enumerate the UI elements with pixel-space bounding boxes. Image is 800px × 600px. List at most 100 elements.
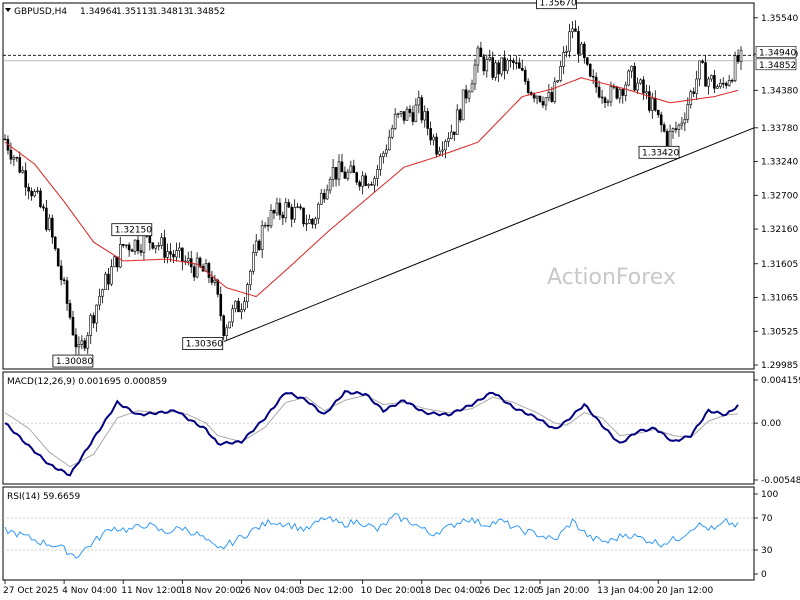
candle-body [275, 202, 279, 214]
candle-body [207, 263, 211, 278]
candle-body [671, 128, 675, 132]
candle-body [553, 81, 557, 102]
candle-body [86, 335, 90, 349]
candle-body [319, 193, 323, 205]
candle-body [393, 113, 397, 129]
annotation-label: 1.32150 [115, 226, 152, 236]
candle-body [160, 237, 163, 246]
candle-body [544, 97, 548, 106]
candle-body [656, 109, 660, 116]
candle-body [491, 57, 495, 78]
candle-body [633, 65, 636, 91]
annotation-label: 1.30360 [186, 340, 223, 350]
price-tick-label: 1.31065 [761, 294, 798, 304]
candle-body [686, 104, 690, 120]
candle-body [704, 62, 707, 87]
candle-body [447, 138, 450, 142]
candle-body [736, 55, 740, 62]
header-high: 1.35113 [116, 7, 153, 17]
candle-body [503, 57, 506, 72]
candle-body [257, 240, 261, 250]
candle-body [636, 82, 639, 91]
watermark: ActionForex [547, 265, 676, 290]
candle-body [172, 253, 175, 258]
candle-body [562, 52, 565, 67]
candle-body [680, 122, 684, 126]
annotation-box [536, 0, 577, 10]
candle-body [659, 114, 663, 126]
macd-panel [2, 371, 755, 485]
candle-body [692, 91, 696, 94]
candle-body [399, 111, 403, 115]
candle-body [382, 152, 385, 158]
candle-body [721, 82, 725, 85]
price-tick-label: 1.29985 [761, 361, 798, 371]
candle-body [213, 279, 217, 283]
candle-body [408, 108, 412, 113]
candle-body [246, 284, 249, 303]
candle-body [263, 224, 267, 227]
candle-body [243, 301, 246, 311]
candle-body [497, 62, 500, 75]
candle-body [104, 273, 107, 291]
x-tick-label: 18 Nov 20:00 [180, 586, 241, 596]
candle-body [186, 258, 190, 262]
candle-body [464, 89, 468, 99]
candle-body [305, 223, 308, 225]
candle-body [730, 80, 734, 82]
candle-body [9, 149, 13, 160]
candle-body [603, 97, 607, 103]
dropdown-triangle-icon[interactable] [5, 8, 11, 12]
x-tick-label: 5 Jan 20:00 [538, 586, 590, 596]
candle-body [615, 86, 619, 99]
candle-body [585, 57, 589, 65]
candle-body [71, 317, 75, 336]
candle-body [278, 202, 282, 216]
candle-body [621, 89, 625, 96]
candle-body [426, 111, 429, 129]
candle-body [30, 190, 33, 197]
candle-body [302, 207, 305, 225]
candle-body [74, 334, 78, 348]
candle-body [175, 250, 178, 258]
candle-body [62, 279, 66, 281]
candle-body [157, 245, 161, 247]
candle-body [65, 280, 69, 304]
candle-body [367, 184, 370, 186]
rsi-tick-label: 0 [761, 570, 767, 580]
candle-body [698, 60, 701, 80]
candle-body [322, 193, 326, 200]
candle-body [231, 308, 234, 323]
x-tick-label: 27 Oct 2025 [3, 586, 59, 596]
rsi-tick-label: 30 [761, 546, 773, 556]
candle-body [352, 165, 356, 173]
candle-body [169, 251, 172, 255]
candle-body [50, 217, 54, 238]
candle-body [390, 128, 394, 138]
candle-body [591, 75, 595, 78]
candle-body [677, 124, 681, 130]
price-current-label: 1.34940 [759, 48, 796, 58]
candle-body [512, 60, 515, 64]
candle-body [435, 136, 438, 155]
candle-body [476, 47, 480, 66]
candle-body [370, 184, 373, 186]
candle-body [95, 304, 98, 324]
candle-body [518, 62, 521, 69]
price-tick-label: 1.35540 [761, 14, 798, 24]
candle-body [340, 161, 344, 173]
rsi-panel [2, 486, 755, 581]
macd-tick-label: 0.004159 [761, 376, 800, 386]
price-tick-label: 1.31605 [761, 260, 798, 270]
candle-body [358, 181, 361, 187]
rsi-tick-label: 70 [761, 514, 773, 524]
x-tick-label: 13 Jan 04:00 [597, 586, 654, 596]
candle-body [116, 256, 119, 268]
price-tick-label: 1.34380 [761, 86, 798, 96]
candle-body [727, 80, 731, 86]
candle-body [216, 279, 220, 295]
candle-body [373, 178, 376, 186]
macd-tick-label: 0.00 [761, 419, 781, 429]
candle-body [237, 300, 240, 313]
candle-body [695, 78, 698, 94]
